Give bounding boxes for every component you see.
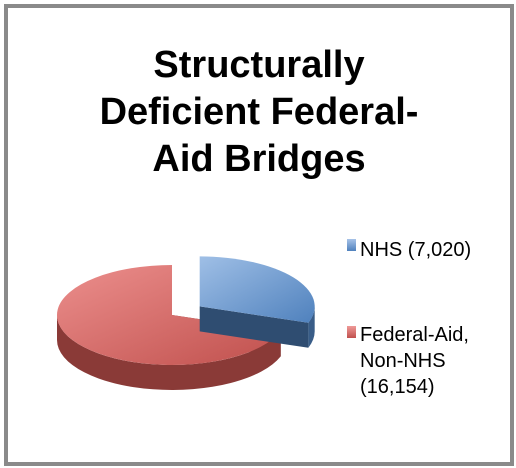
legend-item-nhs: NHS (7,020) [347, 239, 471, 261]
chart-frame: Structurally Deficient Federal- Aid Brid… [4, 4, 514, 466]
legend-swatch-nhs [347, 239, 356, 251]
pie-slice-non-nhs-top [56, 265, 281, 365]
chart-title: Structurally Deficient Federal- Aid Brid… [99, 44, 419, 180]
pie-slice-non-nhs-side-0 [56, 315, 281, 390]
pie-slice-nhs-top [199, 256, 315, 323]
legend-swatch-non-nhs [347, 326, 356, 338]
pie-slice-non-nhs [56, 265, 281, 390]
legend-label-nhs: NHS (7,020) [360, 239, 471, 261]
pie-slice-nhs-wall-end [199, 306, 309, 348]
pie-chart: NHS (7,020) Federal-Aid, Non-NHS (16,154) [56, 239, 471, 398]
legend-label-non-nhs: Federal-Aid, Non-NHS (16,154) [360, 324, 469, 398]
pie-slice-nhs [199, 256, 315, 348]
legend-item-non-nhs: Federal-Aid, Non-NHS (16,154) [347, 324, 469, 398]
pie-slice-nhs-side-0 [308, 306, 315, 348]
